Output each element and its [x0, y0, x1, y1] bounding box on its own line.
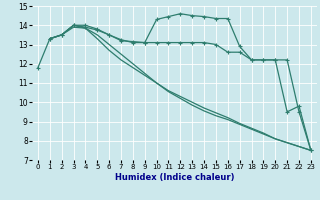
X-axis label: Humidex (Indice chaleur): Humidex (Indice chaleur) [115, 173, 234, 182]
